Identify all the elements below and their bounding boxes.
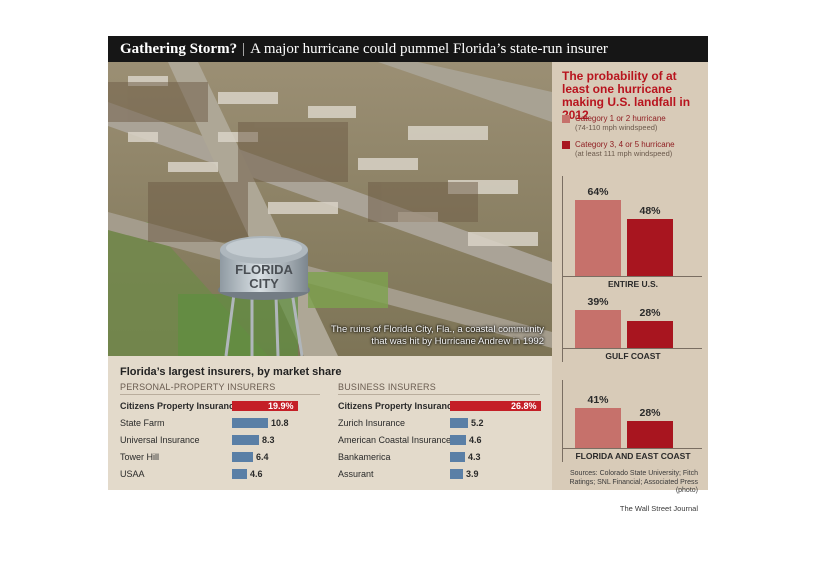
probability-category-label: ENTIRE U.S. [607,279,659,289]
probability-bar [627,421,673,448]
insurer-share-value: 5.2 [471,418,484,428]
probability-category-label: GULF COAST [605,351,661,361]
legend-label-cat12: Category 1 or 2 hurricane [575,114,666,123]
probability-bar [575,310,621,348]
insurer-share-bar [232,452,253,462]
infographic: Gathering Storm? | A major hurricane could… [108,36,708,513]
insurer-name: Citizens Property Insurance [338,401,458,411]
probability-baseline [563,276,702,277]
insurers-chart-title: Florida’s largest insurers, by market sh… [120,366,342,378]
insurer-share-value: 4.6 [250,469,263,479]
probability-panel: The probability of at least one hurrican… [552,62,708,513]
legend-label-cat345: Category 3, 4 or 5 hurricane [575,140,675,149]
insurer-name: USAA [120,469,145,479]
probability-group-2: 41% 28% FLORIDA AND EAST COAST [562,380,702,462]
probability-group-1: 39% 28% GULF COAST [562,290,702,362]
insurer-share-value: 26.8% [511,401,537,411]
insurer-share-value: 10.8 [271,418,289,428]
insurer-share-bar [450,401,541,411]
insurer-name: Tower Hill [120,452,160,462]
insurer-share-bar [450,418,468,428]
insurer-column-heading: BUSINESS INSURERS [338,382,436,392]
sources-note: Sources: Colorado State University; Fitc… [569,470,698,494]
probability-baseline [563,348,702,349]
probability-value-label: 28% [639,407,661,419]
insurer-column-rule [120,394,320,395]
insurer-share-bar [450,435,466,445]
probability-value-label: 48% [639,205,661,217]
headline-bar: Gathering Storm? | A major hurricane could… [108,36,708,62]
tower-text-line1: FLORIDA [235,262,293,277]
insurer-share-value: 8.3 [262,435,275,445]
headline-subtitle: A major hurricane could pummel Florida’s… [250,41,608,57]
probability-value-label: 64% [587,186,609,198]
insurer-share-bar [232,418,268,428]
insurer-share-bar [232,435,259,445]
insurer-share-value: 4.6 [469,435,482,445]
probability-bar [627,321,673,348]
insurer-share-bar [450,452,465,462]
insurer-column-heading: PERSONAL-PROPERTY INSURERS [120,382,276,392]
insurer-name: Citizens Property Insurance [120,401,240,411]
insurer-share-bar [232,469,247,479]
insurer-name: State Farm [120,418,165,428]
insurer-name: Zurich Insurance [338,418,406,428]
photo-caption: The ruins of Florida City, Fla., a coast… [330,324,544,347]
headline-title: Gathering Storm? [120,41,238,57]
insurer-share-bar [450,469,463,479]
legend-note-cat345: (at least 111 mph windspeed) [575,149,673,158]
insurer-name: Assurant [338,469,374,479]
insurer-name: American Coastal Insurance [338,435,452,445]
probability-value-label: 39% [587,296,609,308]
insurer-share-value: 6.4 [256,452,269,462]
probability-group-0: 64% 48% ENTIRE U.S. [562,176,702,290]
probability-bar [627,219,673,276]
insurer-share-bar [232,401,298,411]
probability-bar [575,408,621,448]
headline-separator: | [242,41,246,57]
probability-bar [575,200,621,276]
probability-value-label: 41% [587,394,609,406]
tower-text-line2: CITY [249,276,279,291]
legend-swatch-cat345 [562,141,570,149]
probability-chart-title: The probability of at least one hurrican… [562,69,691,122]
hurricane-photo: FLORIDA CITY The ruins of Florida City, … [108,62,552,356]
insurer-share-value: 3.9 [466,469,479,479]
credit-line: The Wall Street Journal [619,504,698,513]
insurer-name: Bankamerica [338,452,391,462]
legend-swatch-cat12 [562,115,570,123]
insurer-name: Universal Insurance [120,435,200,445]
insurer-share-value: 19.9% [268,401,294,411]
legend-note-cat12: (74-110 mph windspeed) [575,123,658,132]
insurer-share-value: 4.3 [468,452,481,462]
probability-category-label: FLORIDA AND EAST COAST [575,451,691,461]
probability-value-label: 28% [639,307,661,319]
insurers-section: Florida’s largest insurers, by market sh… [108,356,552,490]
insurer-column-rule [338,394,540,395]
probability-baseline [563,448,702,449]
